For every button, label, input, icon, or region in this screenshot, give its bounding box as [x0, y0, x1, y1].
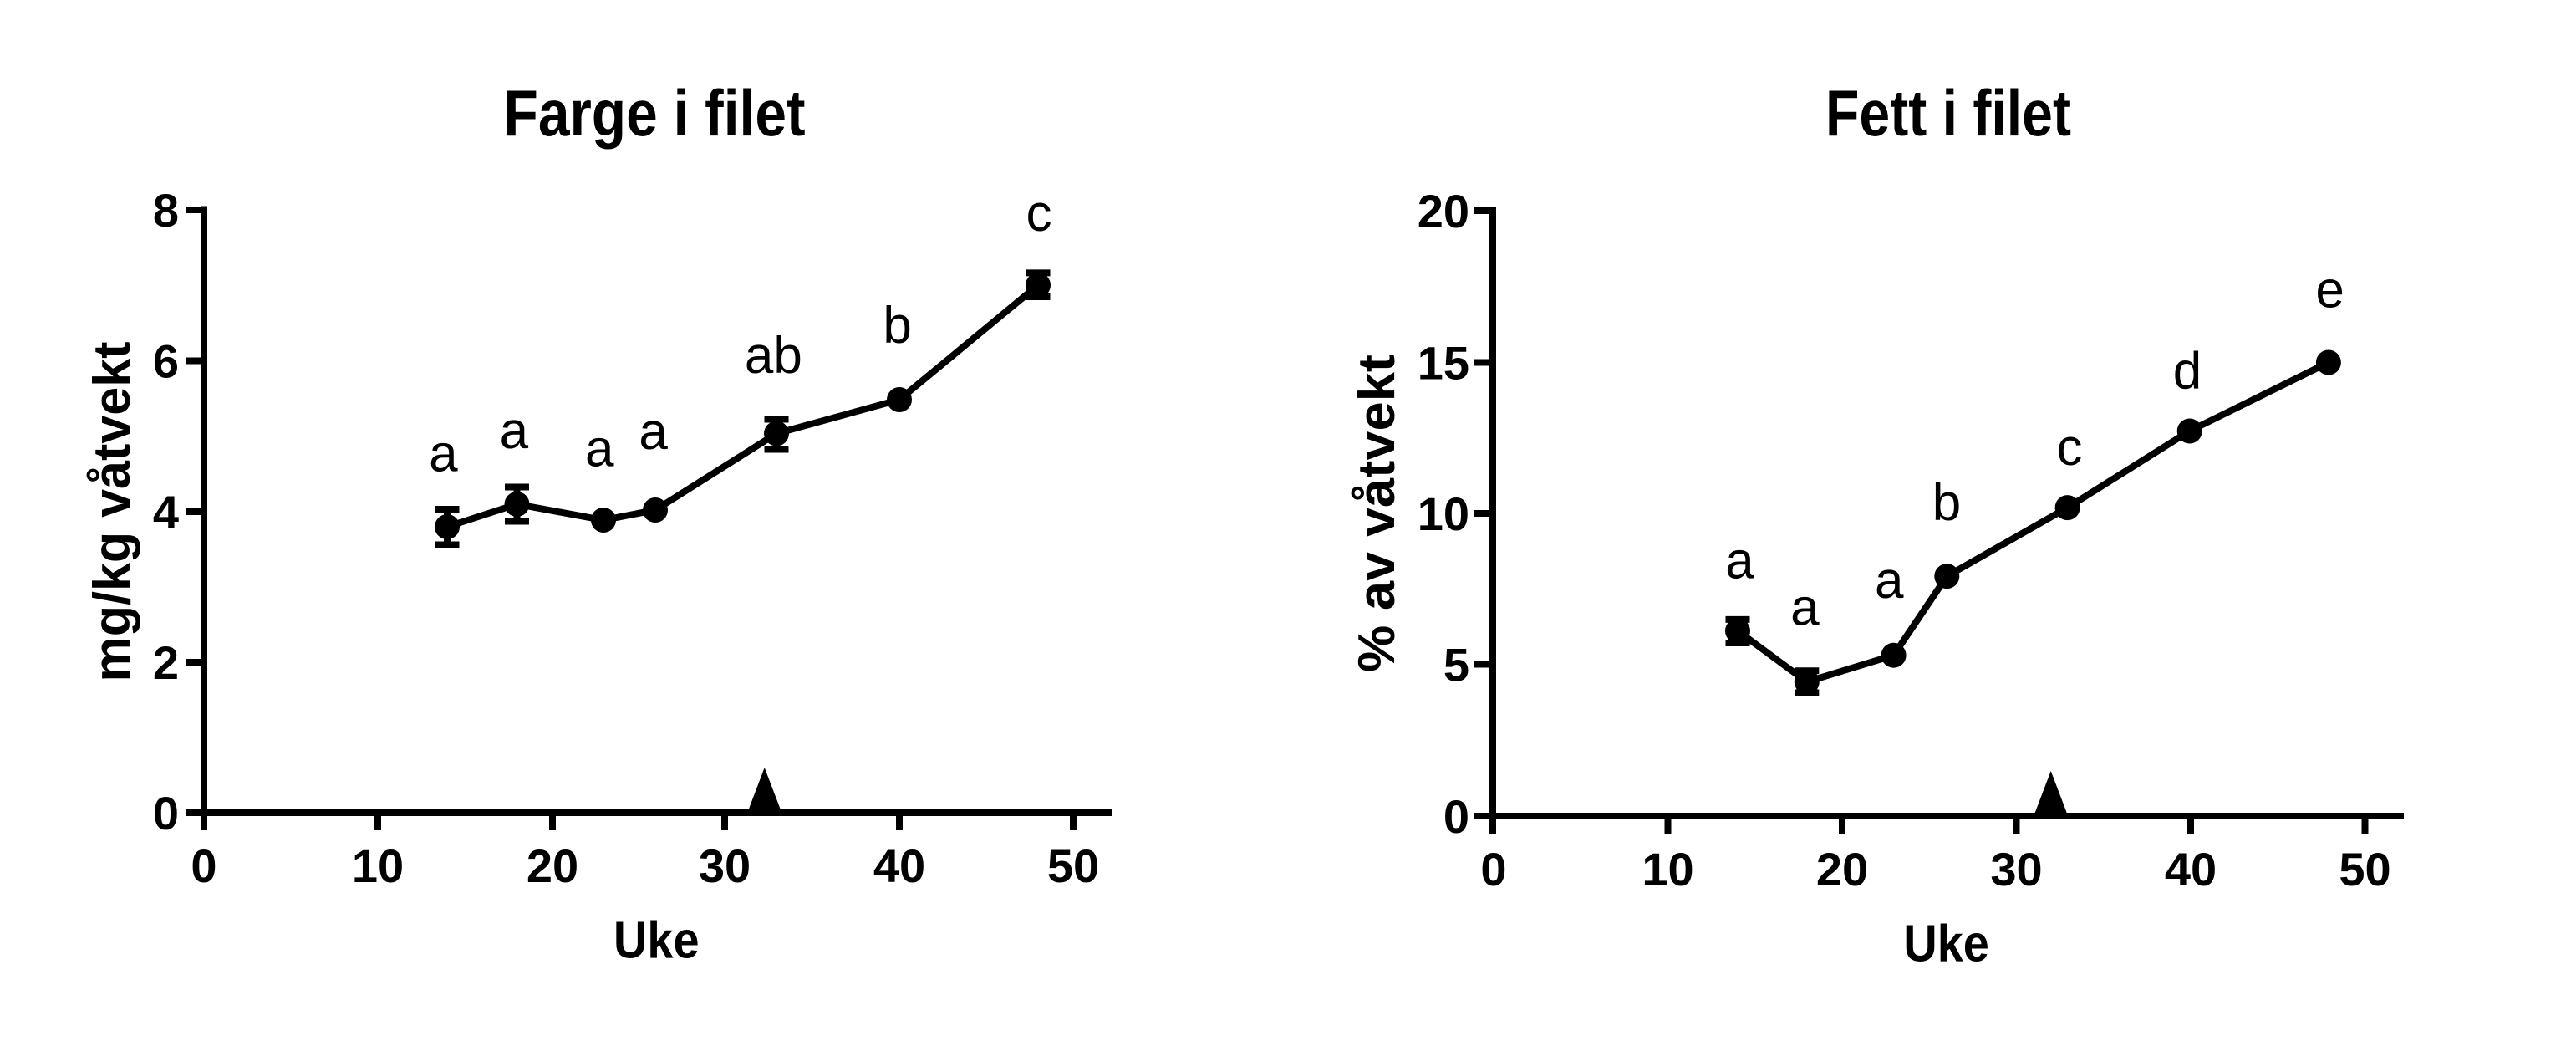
svg-text:6: 6 [153, 335, 179, 388]
svg-text:Farge i filet: Farge i filet [504, 76, 806, 150]
svg-text:0: 0 [153, 787, 179, 839]
svg-text:20: 20 [1816, 843, 1868, 895]
svg-text:a: a [1790, 579, 1820, 637]
svg-text:20: 20 [1418, 185, 1469, 237]
svg-text:50: 50 [1047, 839, 1099, 892]
svg-text:Fett i filet: Fett i filet [1825, 76, 2071, 150]
svg-text:c: c [2057, 419, 2083, 477]
svg-text:4: 4 [153, 486, 179, 538]
svg-text:b: b [883, 297, 911, 355]
svg-text:2: 2 [153, 636, 179, 689]
svg-text:0: 0 [1480, 843, 1506, 895]
svg-text:Uke: Uke [1903, 916, 1989, 973]
svg-text:b: b [1932, 474, 1961, 532]
svg-text:30: 30 [699, 839, 751, 892]
svg-text:5: 5 [1443, 639, 1469, 691]
svg-text:c: c [1026, 185, 1052, 242]
svg-text:% av våtvekt: % av våtvekt [1348, 355, 1406, 672]
svg-text:a: a [1725, 533, 1754, 590]
svg-text:10: 10 [1418, 487, 1469, 540]
svg-text:a: a [585, 421, 614, 478]
svg-text:d: d [2173, 343, 2202, 401]
svg-text:50: 50 [2339, 843, 2390, 895]
svg-text:8: 8 [153, 184, 179, 237]
svg-text:0: 0 [1443, 790, 1469, 843]
svg-text:mg/kg våtvekt: mg/kg våtvekt [84, 342, 141, 682]
svg-text:10: 10 [352, 839, 404, 892]
svg-text:e: e [2315, 261, 2344, 319]
svg-text:a: a [639, 403, 668, 461]
svg-text:15: 15 [1418, 337, 1469, 390]
svg-text:Uke: Uke [613, 912, 700, 970]
svg-text:0: 0 [191, 839, 216, 892]
svg-text:40: 40 [2165, 843, 2217, 895]
svg-text:40: 40 [873, 839, 925, 892]
svg-text:a: a [500, 402, 529, 460]
svg-text:30: 30 [1990, 843, 2042, 895]
svg-text:a: a [429, 426, 458, 483]
svg-text:10: 10 [1642, 843, 1693, 895]
svg-text:ab: ab [745, 327, 802, 385]
svg-text:a: a [1875, 552, 1904, 610]
svg-text:20: 20 [527, 839, 578, 892]
